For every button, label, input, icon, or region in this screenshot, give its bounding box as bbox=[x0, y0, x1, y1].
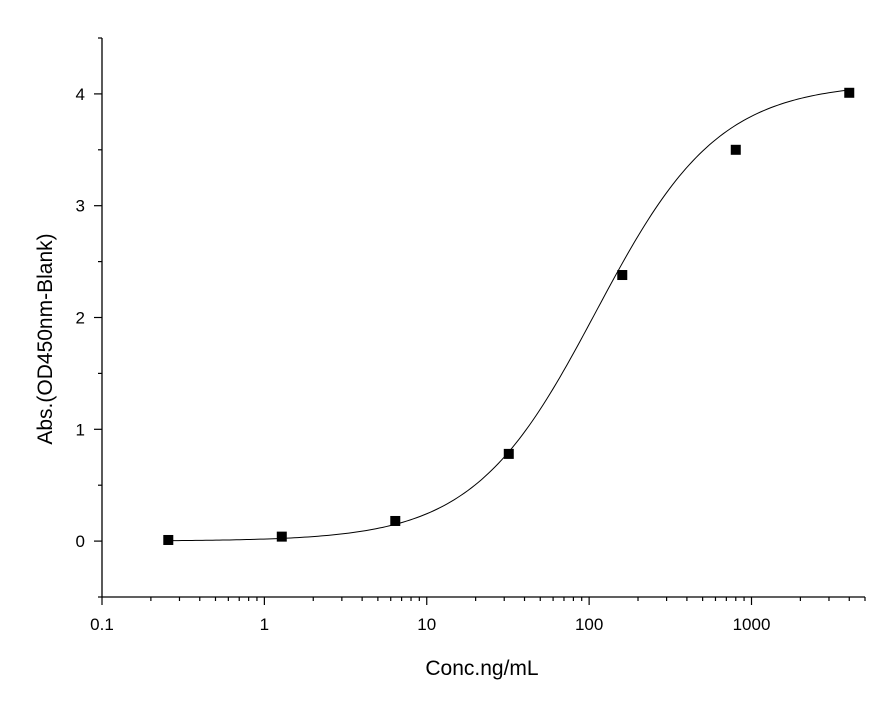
data-point bbox=[390, 515, 401, 526]
data-point bbox=[730, 144, 741, 155]
y-tick-label: 0 bbox=[76, 532, 85, 551]
data-point bbox=[276, 531, 287, 542]
x-tick-label: 1000 bbox=[733, 615, 771, 634]
x-tick-label: 1 bbox=[260, 615, 269, 634]
y-tick-label: 3 bbox=[76, 197, 85, 216]
y-tick-label: 2 bbox=[76, 309, 85, 328]
x-axis-ticks: 0.1 1 10 100 1000 bbox=[90, 597, 866, 634]
y-axis-title: Abs.(OD450nm-Blank) bbox=[34, 233, 57, 444]
x-tick-label: 0.1 bbox=[90, 615, 114, 634]
plot-area: 0.1 1 10 100 1000 0 1 2 3 4 bbox=[76, 37, 866, 634]
x-axis-title: Conc.ng/mL bbox=[425, 657, 538, 680]
data-point bbox=[617, 270, 628, 281]
data-point bbox=[163, 534, 174, 545]
x-tick-label: 100 bbox=[575, 615, 603, 634]
x-tick-label: 10 bbox=[417, 615, 436, 634]
y-tick-label: 4 bbox=[76, 85, 85, 104]
data-point bbox=[844, 87, 855, 98]
data-points bbox=[163, 87, 855, 545]
fit-curve bbox=[168, 89, 850, 542]
data-point bbox=[503, 448, 514, 459]
y-axis-ticks: 0 1 2 3 4 bbox=[76, 37, 102, 598]
y-tick-label: 1 bbox=[76, 420, 85, 439]
